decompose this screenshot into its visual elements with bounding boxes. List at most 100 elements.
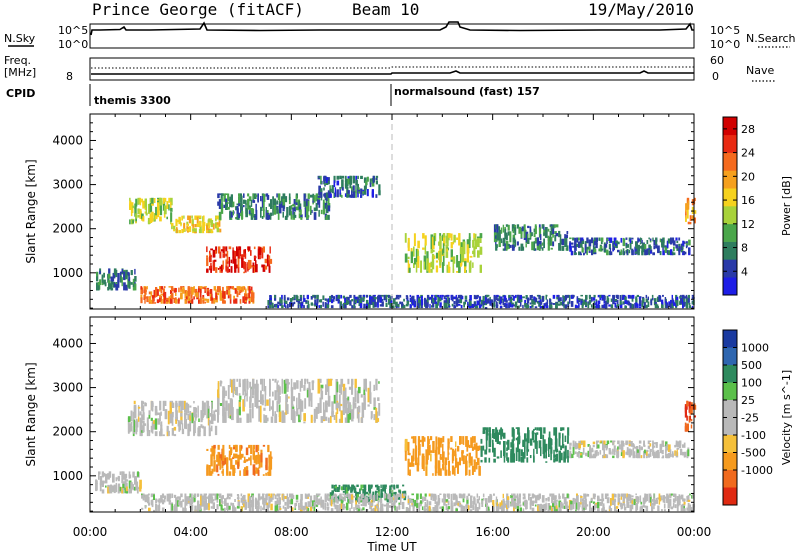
colorbar-tick-label: 24 xyxy=(741,147,755,160)
colorbar-cell xyxy=(723,223,737,242)
power-colorbar: 4 8 12 16 20 24 28 Power [dB] xyxy=(722,116,793,296)
colorbar-tick-label: 8 xyxy=(741,242,748,255)
power-region xyxy=(569,237,691,256)
nsky-tick-bottom: 10^0 xyxy=(58,38,88,51)
nave-tick-bottom: 0 xyxy=(712,70,719,83)
date-label: 19/May/2010 xyxy=(588,0,694,19)
power-region xyxy=(206,246,273,274)
cpid-label: CPID xyxy=(6,87,35,100)
x-tick-label: 00:00 xyxy=(73,525,108,539)
freq-strip: Freq. [MHz] 8 60 0 Nave xyxy=(4,54,776,83)
colorbar-cell xyxy=(723,347,737,366)
velocity-region xyxy=(217,378,381,424)
colorbar-tick-label: 1000 xyxy=(741,342,769,355)
nsearch-tick-bottom: 10^0 xyxy=(710,38,740,51)
beam-label: Beam 10 xyxy=(352,0,419,19)
colorbar-cell xyxy=(723,170,737,189)
velocity-region xyxy=(127,400,218,437)
velocity-region xyxy=(480,427,570,463)
colorbar-cell xyxy=(723,188,737,207)
colorbar-cell xyxy=(723,470,737,488)
freq-label: Freq. xyxy=(4,54,31,67)
velocity-y-axis-label: Slant Range [km] xyxy=(24,362,38,466)
nsearch-tick-top: 10^5 xyxy=(710,24,740,37)
colorbar-label: Velocity [m s^-1] xyxy=(780,370,793,465)
colorbar-cell xyxy=(723,277,737,296)
nave-label: Nave xyxy=(746,64,774,77)
nsky-tick-top: 10^5 xyxy=(58,24,88,37)
station-title: Prince George (fitACF) xyxy=(92,0,304,19)
colorbar-tick-label: 20 xyxy=(741,170,755,183)
colorbar-tick-label: -1000 xyxy=(741,464,773,477)
velocity-y-tick-label: 3000 xyxy=(52,381,83,395)
power-data-layer xyxy=(96,175,697,309)
power-y-tick-label: 2000 xyxy=(52,222,83,236)
cpid-strip: CPID themis 3300 normalsound (fast) 157 xyxy=(6,84,540,107)
colorbar-cell xyxy=(723,152,737,171)
x-tick-label: 04:00 xyxy=(173,525,208,539)
velocity-y-tick-label: 4000 xyxy=(52,337,83,351)
freq-unit: [MHz] xyxy=(4,66,36,79)
velocity-region xyxy=(569,440,690,459)
power-panel: 1000 2000 3000 4000 Slant Range [km] xyxy=(24,113,697,310)
nsearch-label: N.Search xyxy=(746,32,796,45)
velocity-region xyxy=(95,471,142,494)
colorbar-cell xyxy=(723,259,737,278)
velocity-panel: 1000 2000 3000 4000 Slant Range [km] 00:00 04:… xyxy=(24,316,712,539)
nave-tick-top: 60 xyxy=(710,54,724,67)
power-y-tick-label: 3000 xyxy=(52,178,83,192)
mode-label-normalsound: normalsound (fast) 157 xyxy=(394,85,540,98)
power-region xyxy=(493,224,569,251)
colorbar-tick-label: 25 xyxy=(741,394,755,407)
velocity-y-tick-label: 2000 xyxy=(52,425,83,439)
colorbar-tick-label: 500 xyxy=(741,359,762,372)
mode-label-themis: themis 3300 xyxy=(94,94,171,107)
power-region xyxy=(96,268,137,291)
nave-trace xyxy=(91,66,694,69)
x-tick-label: 12:00 xyxy=(375,525,410,539)
colorbar-tick-label: -25 xyxy=(741,412,759,425)
colorbar-cell xyxy=(723,382,737,401)
colorbar-cell xyxy=(723,330,737,348)
colorbar-cell xyxy=(723,117,737,136)
colorbar-cell xyxy=(723,365,737,383)
nsky-trace xyxy=(90,21,694,36)
freq-trace xyxy=(91,70,694,75)
velocity-region xyxy=(206,444,273,476)
power-region xyxy=(267,294,695,309)
nsky-label: N.Sky xyxy=(4,32,36,45)
colorbar-cell xyxy=(723,134,737,153)
power-region xyxy=(404,233,483,273)
colorbar-cell xyxy=(723,487,737,506)
colorbar-cell xyxy=(723,241,737,260)
colorbar-tick-label: 28 xyxy=(741,123,755,136)
velocity-region xyxy=(141,493,695,512)
power-region xyxy=(317,175,381,198)
x-tick-label: 20:00 xyxy=(576,525,611,539)
x-tick-label: 00:00 xyxy=(677,525,712,539)
x-tick-label: 08:00 xyxy=(274,525,309,539)
colorbar-cell xyxy=(723,417,737,436)
colorbar-tick-label: -100 xyxy=(741,429,766,442)
colorbar-tick-label: -500 xyxy=(741,447,766,460)
velocity-y-tick-label: 1000 xyxy=(52,469,83,483)
nsky-strip: N.Sky 10^5 10^0 10^5 10^0 N.Search xyxy=(4,21,796,51)
velocity-data-layer xyxy=(95,378,697,512)
freq-tick: 8 xyxy=(66,70,73,83)
power-y-tick-label: 1000 xyxy=(52,266,83,280)
velocity-region xyxy=(404,436,481,476)
power-region xyxy=(140,286,255,304)
colorbar-tick-label: 100 xyxy=(741,377,762,390)
power-region xyxy=(129,197,173,225)
colorbar-cell xyxy=(723,206,737,225)
colorbar-tick-label: 16 xyxy=(741,194,755,207)
x-tick-label: 16:00 xyxy=(475,525,510,539)
x-axis-title: Time UT xyxy=(366,540,417,554)
power-region xyxy=(171,215,222,234)
colorbar-cell xyxy=(723,452,737,471)
power-y-axis-label: Slant Range [km] xyxy=(24,159,38,263)
colorbar-label: Power [dB] xyxy=(780,176,793,236)
velocity-colorbar: 1000 500 100 25 -25 -100 -500 -1000 Velocity [m … xyxy=(722,329,793,506)
colorbar-tick-label: 4 xyxy=(741,265,748,278)
